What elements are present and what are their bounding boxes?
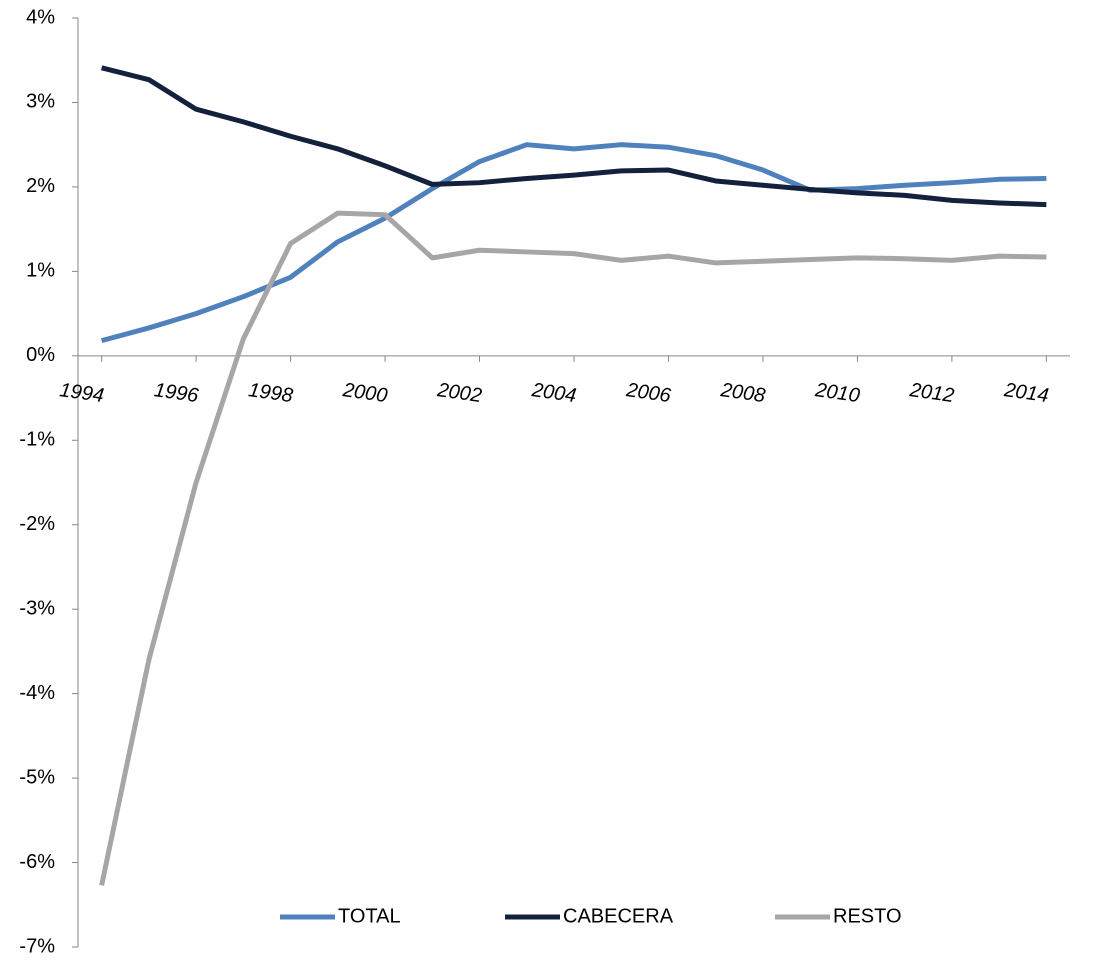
- x-tick-label: 2014: [1002, 379, 1050, 407]
- line-series: [100, 142, 1047, 344]
- y-tick-label: -2%: [19, 513, 55, 535]
- x-tick-label: 2004: [530, 379, 578, 407]
- line-series: [101, 65, 1047, 208]
- y-tick-label: -6%: [19, 851, 55, 873]
- x-tick-label: 2008: [718, 379, 766, 407]
- x-tick-label: 2000: [341, 379, 389, 407]
- legend-label: TOTAL: [338, 905, 401, 927]
- x-tick-label: 1998: [247, 379, 294, 407]
- y-tick-label: 0%: [26, 344, 55, 366]
- x-tick-label: 2006: [624, 379, 673, 407]
- x-tick-label: 1996: [153, 379, 201, 407]
- y-tick-label: 1%: [26, 260, 55, 282]
- y-tick-label: 3%: [26, 91, 55, 113]
- y-tick-label: -3%: [19, 597, 55, 619]
- x-tick-label: 1994: [58, 379, 105, 407]
- x-tick-label: 2010: [813, 379, 861, 407]
- y-tick-label: -1%: [19, 429, 55, 451]
- y-tick-label: 2%: [26, 175, 55, 197]
- line-series: [99, 210, 1047, 886]
- y-tick-label: -5%: [19, 766, 55, 788]
- legend-label: CABECERA: [563, 905, 674, 927]
- legend-label: RESTO: [833, 905, 902, 927]
- y-tick-label: -7%: [19, 935, 55, 957]
- y-tick-label: -4%: [19, 682, 55, 704]
- y-tick-label: 4%: [26, 6, 55, 28]
- x-tick-label: 2012: [907, 379, 955, 407]
- x-tick-label: 2002: [435, 379, 483, 407]
